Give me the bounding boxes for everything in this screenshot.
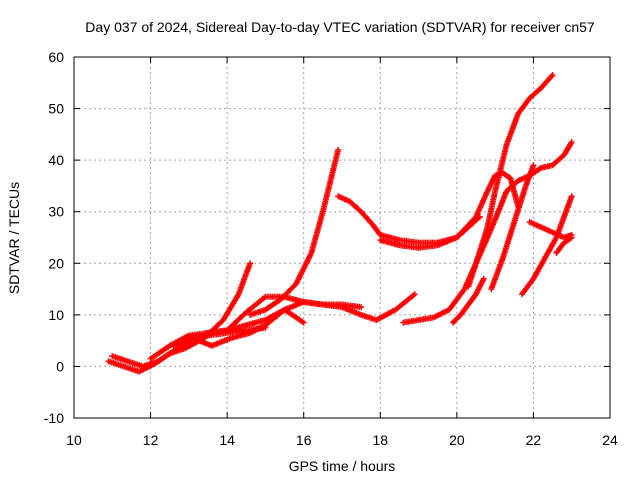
y-tick-label: 40: [48, 152, 64, 168]
x-tick-label: 24: [602, 432, 618, 448]
y-tick-label: 0: [56, 358, 64, 374]
series-track-12: [488, 162, 537, 293]
x-tick-label: 22: [526, 432, 542, 448]
data-point: [568, 193, 575, 200]
series-track-7: [335, 193, 483, 246]
data-point: [530, 162, 537, 169]
series-track-14: [526, 219, 575, 241]
series-track-6: [247, 146, 342, 318]
data-point: [548, 73, 555, 80]
series-track-1: [105, 260, 254, 375]
series-track-15: [553, 234, 575, 256]
y-tick-label: 20: [48, 255, 64, 271]
series-track-11: [465, 139, 575, 290]
data-point: [247, 260, 254, 267]
x-tick-label: 16: [296, 432, 312, 448]
chart-title: Day 037 of 2024, Sidereal Day-to-day VTE…: [85, 19, 595, 35]
x-axis-label: GPS time / hours: [289, 458, 396, 474]
data-point: [567, 235, 574, 242]
x-tick-labels: 10 12 14 16 18 20 22 24: [66, 432, 618, 448]
axis-ticks: [73, 56, 611, 419]
plot-frame: [73, 56, 611, 419]
data-point: [300, 319, 307, 326]
data-point: [262, 324, 269, 331]
data-point: [568, 234, 575, 241]
y-tick-labels: -10 0 10 20 30 40 50 60: [44, 49, 64, 426]
y-tick-label: -10: [44, 410, 64, 426]
series-track-13: [518, 193, 575, 298]
series-track-10: [450, 275, 487, 326]
data-point: [335, 146, 342, 153]
x-tick-label: 18: [372, 432, 388, 448]
data-point: [568, 139, 575, 146]
data-points: [105, 72, 575, 375]
data-point: [358, 304, 365, 311]
y-axis-label: SDTVAR / TECUs: [6, 182, 22, 294]
y-tick-label: 50: [48, 101, 64, 117]
x-tick-label: 20: [449, 432, 465, 448]
x-tick-label: 14: [219, 432, 235, 448]
series-track-5: [185, 324, 269, 344]
x-tick-label: 10: [66, 432, 82, 448]
y-tick-label: 30: [48, 204, 64, 220]
y-tick-label: 60: [48, 49, 64, 65]
data-point: [480, 275, 487, 282]
y-tick-label: 10: [48, 307, 64, 323]
series-track-9: [400, 72, 556, 326]
series-track-8: [377, 170, 522, 251]
data-point: [411, 291, 418, 298]
data-point: [549, 72, 556, 79]
x-tick-label: 12: [143, 432, 159, 448]
